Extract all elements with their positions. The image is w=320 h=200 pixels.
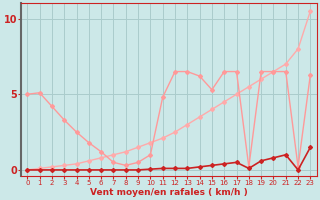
X-axis label: Vent moyen/en rafales ( km/h ): Vent moyen/en rafales ( km/h ) [90, 188, 248, 197]
